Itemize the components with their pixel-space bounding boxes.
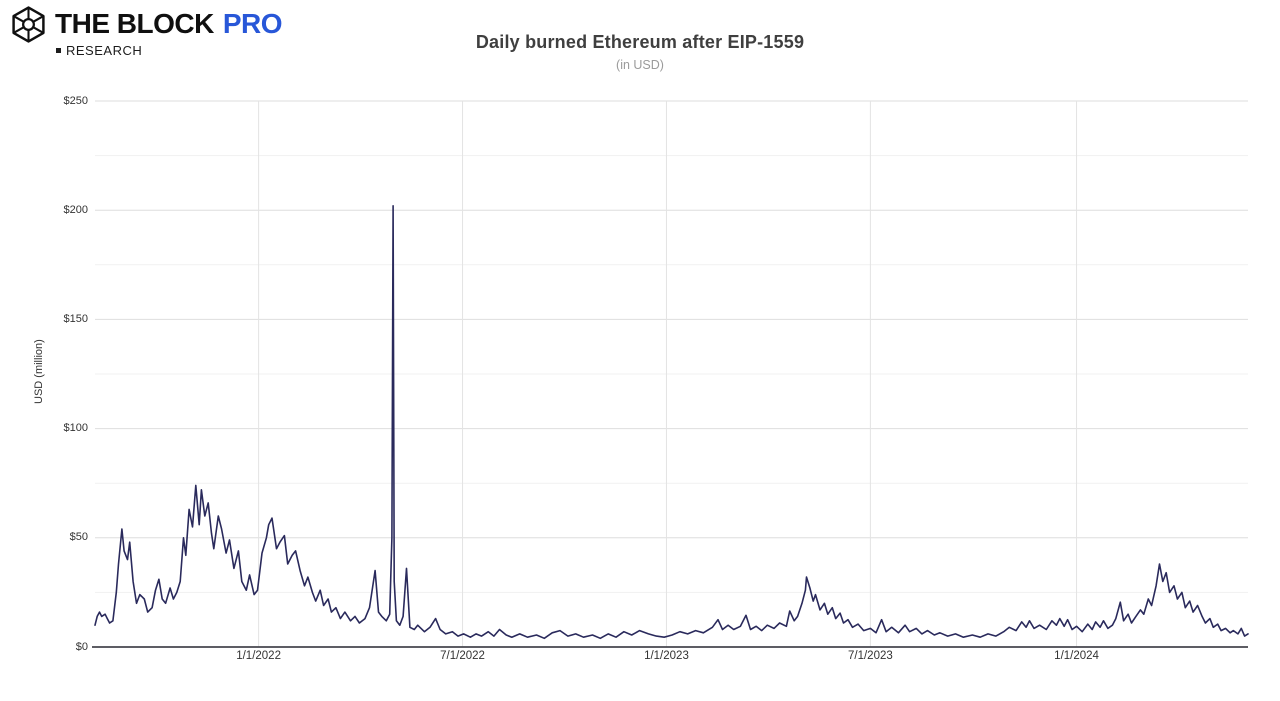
y-axis-tick-label: $50: [69, 531, 88, 544]
x-axis-tick-label: 7/1/2022: [440, 650, 485, 662]
burn-line-series: [94, 205, 1249, 640]
y-axis-tick-label: $0: [75, 640, 88, 653]
brand-pro: PRO: [222, 8, 283, 39]
brand-the-block: THE BLOCK: [55, 8, 214, 39]
chart-subtitle: (in USD): [616, 58, 664, 72]
y-axis-tick-label: $150: [63, 312, 88, 325]
brand-wordmark: THE BLOCK PRO: [55, 6, 283, 42]
research-tagline: RESEARCH: [56, 43, 142, 58]
x-axis-tick-label: 1/1/2024: [1054, 650, 1099, 662]
x-axis-tick-label: 1/1/2022: [236, 650, 281, 662]
y-axis-tick-label: $250: [63, 94, 88, 107]
y-axis-tick-label: $100: [63, 422, 88, 435]
chart-title: Daily burned Ethereum after EIP-1559: [475, 32, 805, 52]
research-label: RESEARCH: [66, 43, 143, 58]
y-axis-tick-label: $200: [63, 203, 88, 216]
y-axis-title: USD (million): [33, 339, 45, 404]
x-axis-tick-label: 1/1/2023: [644, 650, 689, 662]
research-bullet-icon: [56, 48, 61, 53]
the-block-pro-logo: THE BLOCK PRO RESEARCH: [10, 5, 350, 58]
x-axis-tick-label: 7/1/2023: [847, 650, 893, 662]
the-block-cube-icon: [12, 6, 45, 43]
